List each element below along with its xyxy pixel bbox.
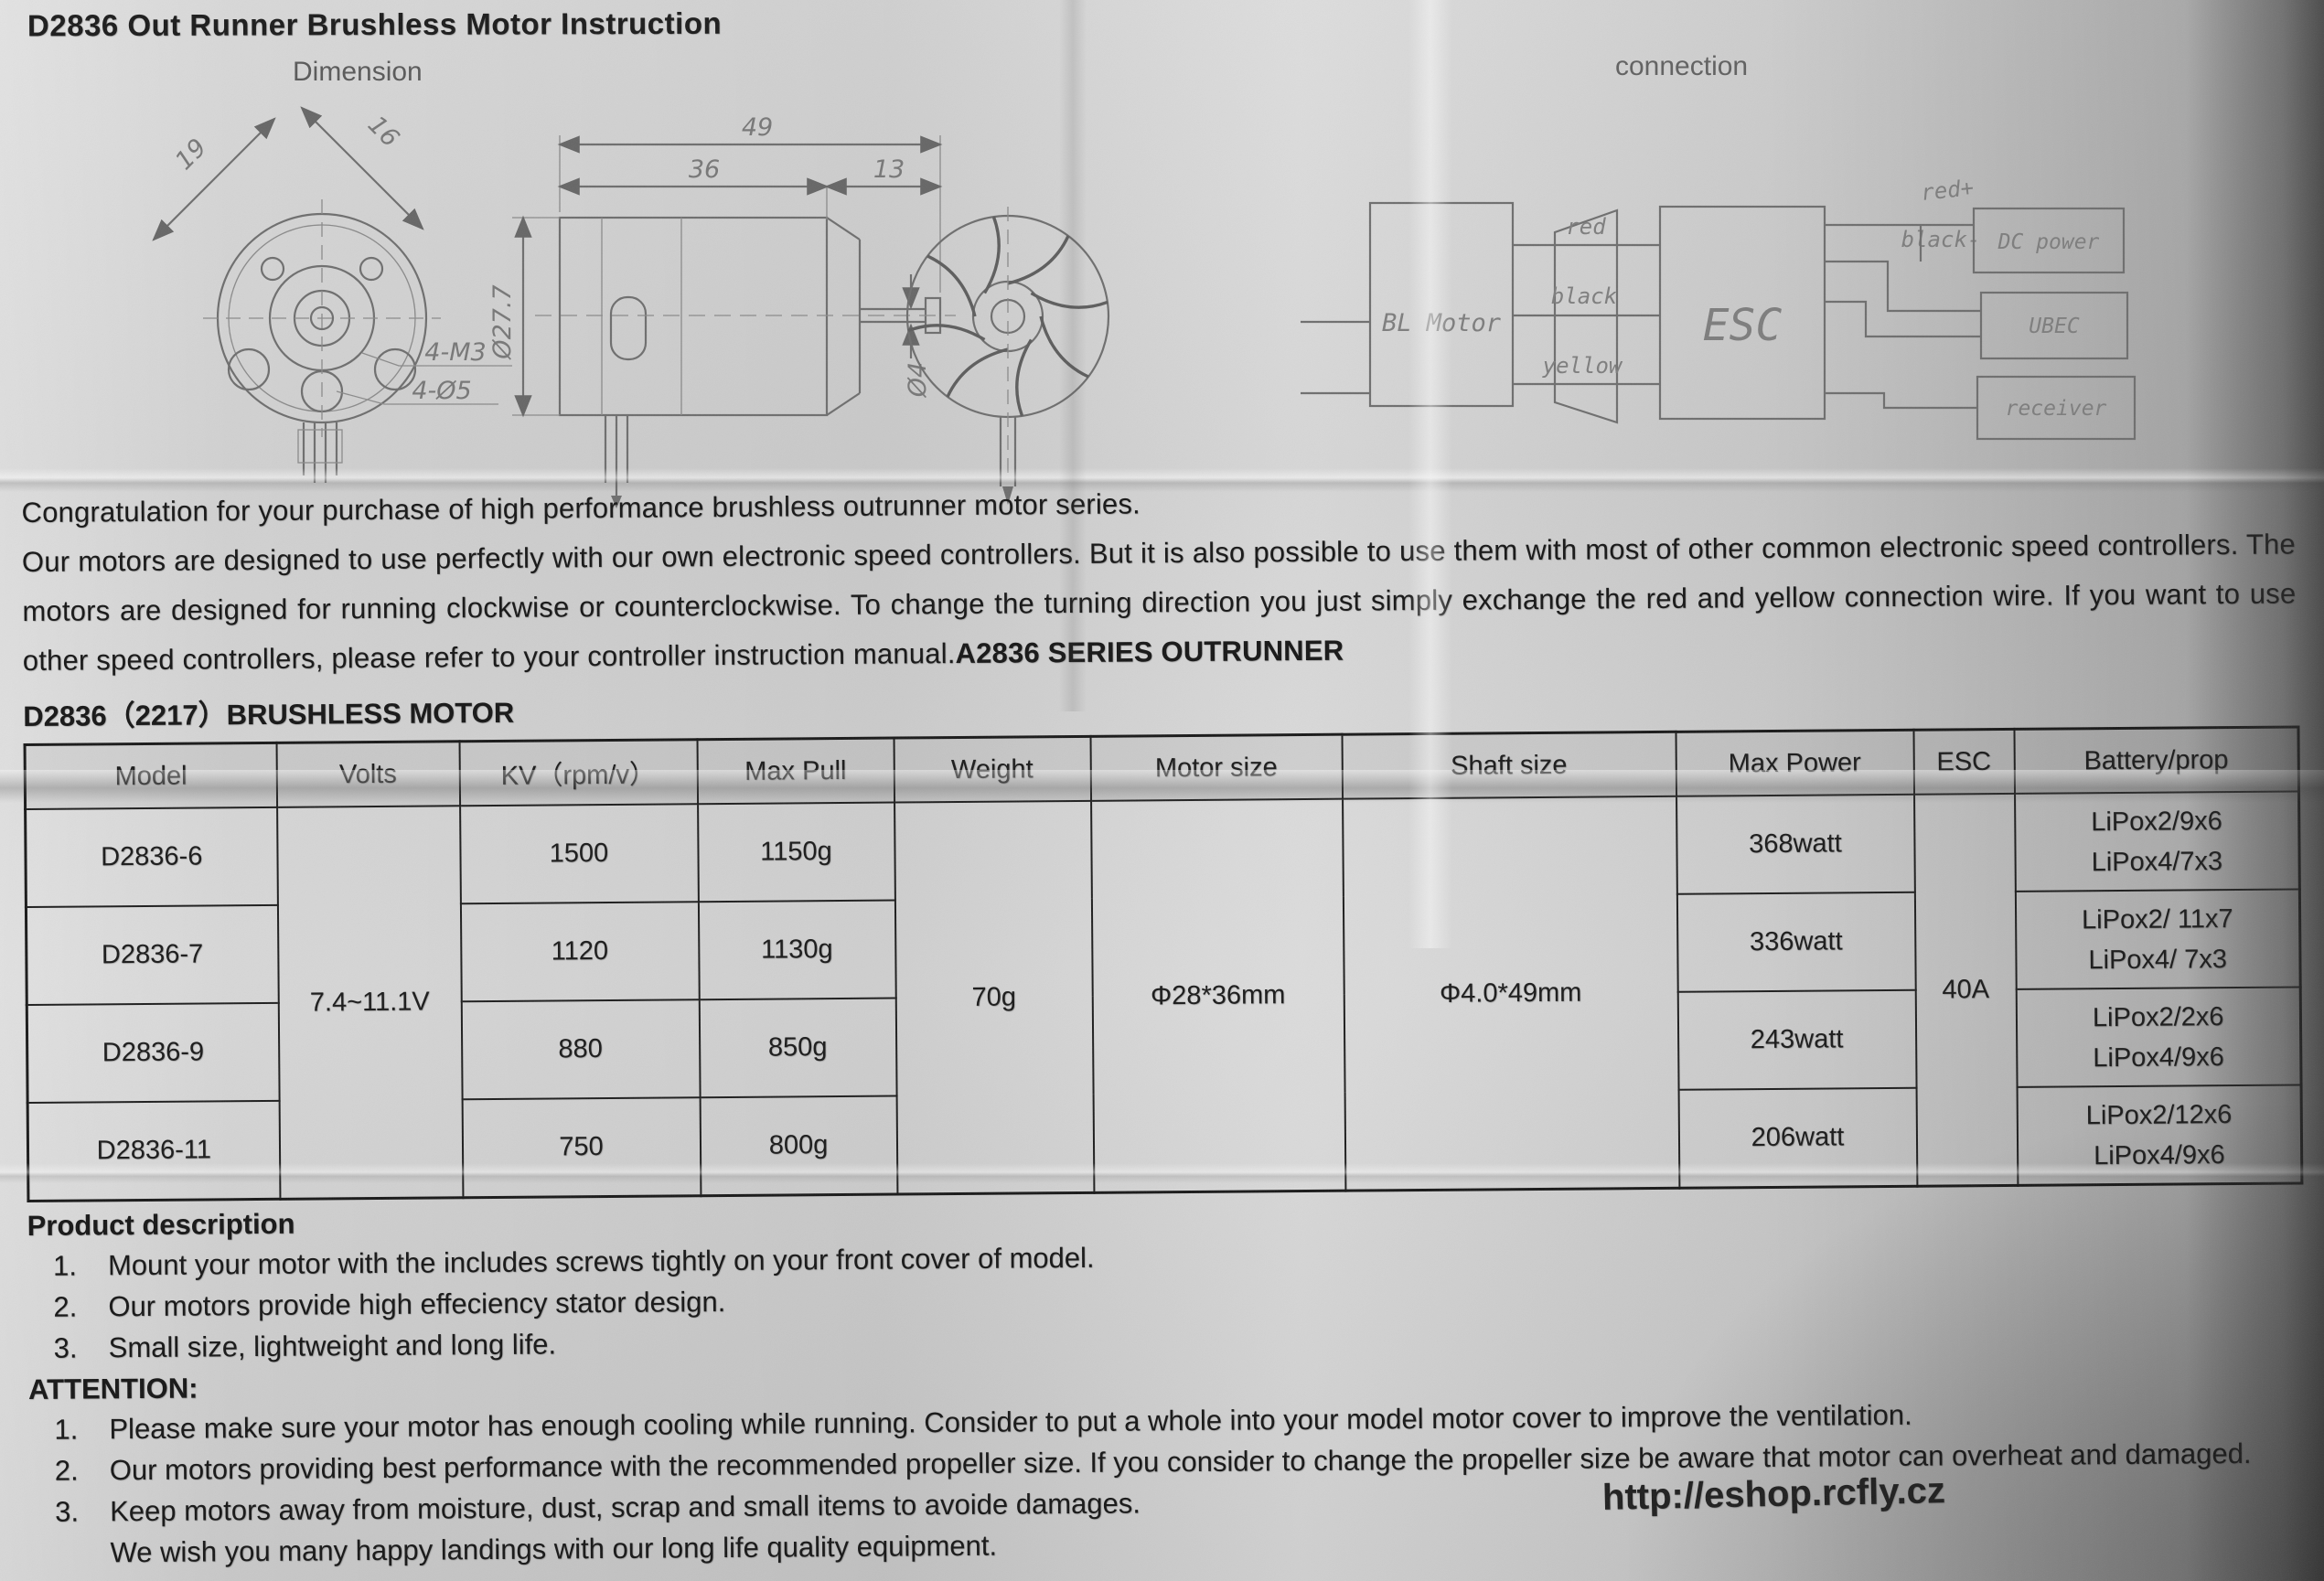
battery-option: LiPox4/ 7x3 [2088,944,2228,975]
cell-max-power: 368watt [1676,794,1915,894]
column-header-shaft-size: Shaft size [1342,732,1676,799]
table-row: D2836-6 7.4~11.1V 1500 1150g 70g Φ28*36m… [25,791,2300,1200]
list-number: 3. [54,1495,80,1528]
series-note: A2836 SERIES OUTRUNNER [955,634,1344,670]
column-header-battery-prop: Battery/prop [2013,726,2299,794]
front-note-4-o5: 4-Ø5 [412,377,471,405]
front-dim-16: 16 [362,111,404,153]
cell-max-power: 336watt [1676,892,1916,992]
shop-url: http://eshop.rcfly.cz [1601,1470,1946,1518]
side-dim-dia-27-7: Ø27.7 [488,284,517,359]
battery-option: LiPox2/ 11x7 [2081,903,2233,935]
cell-model: D2836-6 [25,807,278,907]
cell-weight: 70g [894,800,1094,1195]
cell-max-power: 206watt [1678,1087,1917,1189]
bl-motor-box-label: BL Motor [1382,309,1502,337]
side-dim-shaft-dia: Ø4 [904,362,932,398]
intro-paragraph: Our motors are designed to use perfectly… [22,519,2297,686]
fan-view-drawing [905,207,1110,505]
wire-black-label: black [1551,283,1618,309]
dc-power-box-label: DC power [1997,230,2100,254]
column-header-motor-size: Motor size [1090,734,1343,801]
cell-max-pull: 1130g [698,900,896,1000]
model-heading: D2836（2217）BRUSHLESS MOTOR [23,696,515,733]
column-header-model: Model [25,742,277,809]
cell-battery-prop: LiPox2/2x6 LiPox4/9x6 [2016,987,2302,1087]
cell-esc: 40A [1913,793,2018,1187]
front-dim-19: 19 [170,134,212,176]
cell-max-power: 243watt [1677,989,1917,1090]
side-dim-49: 49 [742,113,773,142]
cell-max-pull: 1150g [697,802,895,903]
cell-model: D2836-11 [27,1100,280,1202]
battery-option: LiPox2/12x6 [2085,1099,2233,1130]
cell-kv: 750 [462,1097,701,1198]
cell-battery-prop: LiPox2/9x6 LiPox4/7x3 [2014,791,2300,892]
technical-drawings: 19 16 4-M3 4-Ø5 [152,106,2137,508]
cell-model: D2836-7 [26,904,279,1005]
cell-shaft-size: Φ4.0*49mm [1342,796,1679,1191]
cell-max-pull: 850g [699,998,897,1098]
motor-side-view-drawing: 49 36 13 Ø27.7 Ø4 [488,113,956,508]
cell-max-pull: 800g [700,1095,897,1196]
wire-black-minus-label: black- [1901,227,1981,252]
side-dim-13: 13 [873,155,905,184]
cell-motor-size: Φ28*36mm [1090,798,1345,1193]
wire-red-label: red [1566,214,1606,240]
cell-kv: 1500 [459,804,699,904]
battery-option: LiPox2/9x6 [2091,806,2222,837]
column-header-volts: Volts [276,741,460,807]
motor-front-view-drawing: 19 16 4-M3 4-Ø5 [152,106,512,483]
connection-diagram: BL Motor red black yellow ESC red+ black… [1301,175,2137,441]
battery-option: LiPox2/2x6 [2092,1001,2224,1032]
battery-option: LiPox4/7x3 [2091,846,2223,877]
list-number: 1. [52,1249,78,1282]
column-header-max-power: Max Power [1675,730,1914,796]
cell-battery-prop: LiPox2/12x6 LiPox4/9x6 [2017,1084,2302,1186]
list-number: 2. [53,1290,78,1323]
ubec-box-label: UBEC [2029,315,2080,338]
list-number: 1. [54,1413,79,1446]
wire-yellow-label: yellow [1542,353,1623,379]
side-dim-36: 36 [689,155,720,184]
cell-kv: 880 [461,999,701,1100]
wire-red-plus-label: red+ [1920,175,1975,206]
battery-option: LiPox4/9x6 [2094,1139,2225,1170]
cell-battery-prop: LiPox2/ 11x7 LiPox4/ 7x3 [2015,889,2301,989]
front-note-4-m3: 4-M3 [424,338,486,367]
esc-box-label: ESC [1703,300,1783,351]
cell-kv: 1120 [460,902,700,1002]
list-number: 2. [54,1454,79,1487]
battery-option: LiPox4/9x6 [2093,1042,2224,1073]
column-header-esc: ESC [1912,729,2015,795]
list-number: 3. [53,1331,78,1364]
column-header-kv: KV（rpm/v） [459,739,698,807]
cell-volts: 7.4~11.1V [276,806,463,1200]
column-header-weight: Weight [894,736,1091,803]
spec-table: Model Volts KV（rpm/v） Max Pull Weight Mo… [23,725,2304,1202]
receiver-box-label: receiver [2006,397,2107,421]
column-header-max-pull: Max Pull [697,738,894,805]
cell-model: D2836-9 [27,1002,280,1103]
